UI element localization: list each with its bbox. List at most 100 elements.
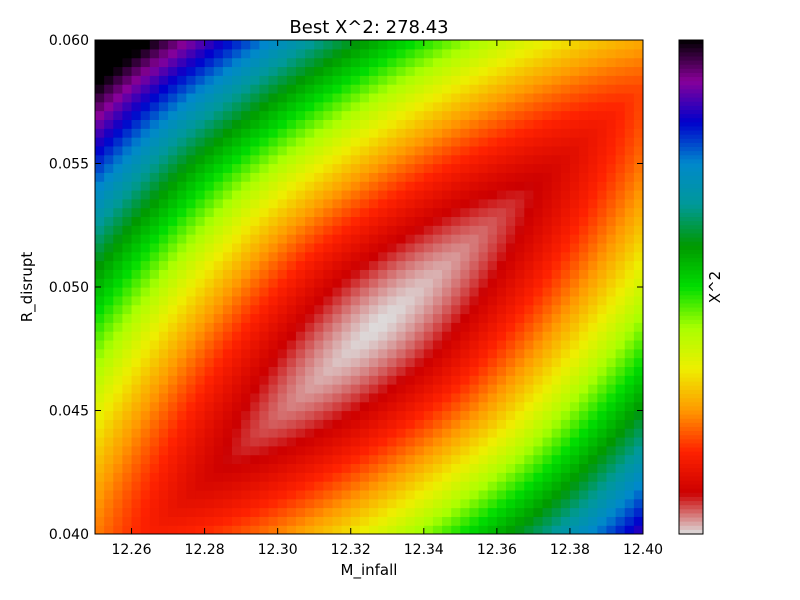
heatmap-cell [487, 225, 498, 235]
heatmap-cell [606, 75, 617, 85]
heatmap-cell [423, 84, 434, 94]
heatmap-cell [378, 375, 388, 385]
heatmap-cell [615, 40, 626, 50]
heatmap-cell [131, 357, 142, 367]
heatmap-cell [423, 322, 434, 332]
heatmap-cell [186, 137, 197, 147]
heatmap-cell [341, 57, 352, 68]
heatmap-cell [560, 419, 571, 429]
heatmap-cell [633, 348, 643, 359]
heatmap-cell [195, 454, 206, 465]
heatmap-cell [259, 172, 270, 182]
heatmap-cell [341, 154, 352, 165]
heatmap-cell [478, 348, 489, 359]
heatmap-cell [232, 40, 242, 50]
heatmap-cell [95, 57, 105, 68]
colorbar-segment [679, 130, 703, 136]
heatmap-cell [131, 481, 142, 491]
heatmap-cell [460, 119, 471, 129]
heatmap-cell [222, 110, 233, 120]
heatmap-cell [533, 207, 544, 218]
heatmap-cell [213, 278, 224, 288]
heatmap-cell [542, 110, 553, 120]
heatmap-cell [606, 287, 617, 297]
heatmap-cell [204, 366, 215, 376]
heatmap-cell [460, 357, 471, 367]
heatmap-cell [405, 287, 416, 297]
heatmap-cell [515, 260, 525, 270]
heatmap-cell [295, 357, 306, 367]
heatmap-cell [460, 163, 471, 173]
heatmap-cell [305, 145, 315, 156]
heatmap-cell [350, 481, 361, 491]
heatmap-cell [177, 463, 187, 473]
heatmap-cell [579, 234, 589, 244]
heatmap-cell [232, 507, 242, 517]
heatmap-cell [323, 189, 334, 200]
heatmap-cell [396, 295, 407, 306]
heatmap-cell [387, 366, 397, 376]
heatmap-cell [113, 40, 123, 50]
heatmap-cell [131, 384, 142, 394]
heatmap-cell [295, 119, 306, 129]
heatmap-cell [295, 331, 306, 341]
heatmap-cell [524, 454, 534, 465]
heatmap-cell [615, 128, 626, 138]
heatmap-cell [186, 207, 197, 218]
heatmap-cell [204, 516, 215, 526]
heatmap-cell [624, 498, 635, 509]
heatmap-cell [515, 401, 525, 412]
heatmap-cell [195, 392, 206, 403]
heatmap-cell [305, 384, 315, 394]
heatmap-cell [323, 410, 334, 420]
heatmap-cell [469, 137, 480, 147]
heatmap-cell [369, 366, 379, 376]
heatmap-cell [378, 40, 388, 50]
heatmap-cell [222, 198, 233, 209]
heatmap-cell [314, 357, 324, 367]
heatmap-cell [423, 410, 434, 420]
heatmap-cell [177, 287, 187, 297]
heatmap-cell [423, 348, 434, 359]
heatmap-cell [104, 463, 114, 473]
colorbar-segment [679, 192, 703, 198]
heatmap-cell [469, 339, 480, 350]
heatmap-cell [405, 463, 416, 473]
heatmap-cell [177, 84, 187, 94]
heatmap-cell [305, 295, 315, 306]
heatmap-cell [423, 119, 434, 129]
heatmap-cell [140, 242, 151, 253]
heatmap-cell [396, 481, 407, 491]
heatmap-cell [131, 75, 142, 85]
heatmap-cell [122, 216, 133, 226]
heatmap-cell [460, 366, 471, 376]
heatmap-cell [305, 331, 315, 341]
heatmap-cell [414, 198, 425, 209]
heatmap-cell [606, 198, 617, 209]
heatmap-cell [469, 251, 480, 262]
heatmap-cell [323, 145, 334, 156]
heatmap-cell [204, 463, 215, 473]
heatmap-cell [213, 57, 224, 68]
heatmap-cell [131, 269, 142, 279]
heatmap-cell [442, 225, 452, 235]
heatmap-cell [451, 101, 461, 112]
heatmap-cell [460, 48, 471, 59]
heatmap-cell [451, 110, 461, 120]
colorbar-segment [679, 377, 703, 383]
heatmap-cell [432, 163, 443, 173]
heatmap-cell [241, 516, 251, 526]
heatmap-cell [131, 101, 142, 112]
heatmap-cell [569, 419, 580, 429]
heatmap-cell [277, 48, 288, 59]
heatmap-cell [140, 445, 151, 456]
heatmap-cell [131, 40, 142, 50]
heatmap-cell [496, 234, 507, 244]
heatmap-cell [396, 357, 407, 367]
heatmap-cell [158, 242, 169, 253]
heatmap-cell [460, 287, 471, 297]
heatmap-cell [305, 225, 315, 235]
colorbar-segment [679, 270, 703, 276]
heatmap-cell [551, 198, 562, 209]
heatmap-cell [569, 392, 580, 403]
